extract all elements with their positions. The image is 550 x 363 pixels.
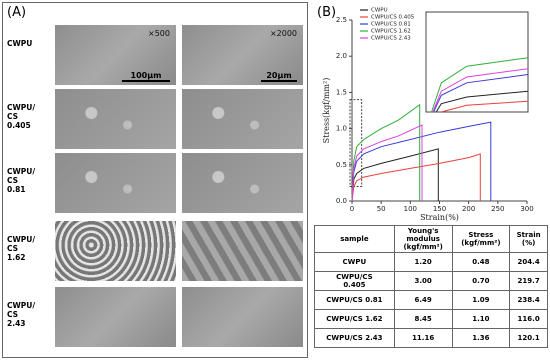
table-cell: CWPU/CS 0.405 xyxy=(314,271,395,291)
series-line xyxy=(351,148,439,202)
magnification: ×2000 xyxy=(269,29,297,38)
y-tick-label: 0.5 xyxy=(336,161,347,169)
x-tick-label: 250 xyxy=(491,205,504,213)
row-label: CWPU/ CS 2.43 xyxy=(7,301,36,328)
x-tick-label: 150 xyxy=(433,205,446,213)
scale-bar: 20μm xyxy=(261,71,297,82)
sem-image xyxy=(55,221,176,281)
x-tick-label: 300 xyxy=(520,205,533,213)
table-cell: CWPU/CS 2.43 xyxy=(314,328,395,348)
table-cell: 11.16 xyxy=(393,328,453,348)
data-table: sample Young's modulus (kgf/mm²) Stress (k… xyxy=(314,225,548,348)
sem-image xyxy=(182,221,303,281)
sem-image xyxy=(182,287,303,347)
row-label: CWPU/ CS 0.405 xyxy=(7,103,36,130)
row-label: CWPU/ CS 0.81 xyxy=(7,167,36,194)
series-line xyxy=(351,124,423,202)
row-label: CWPU xyxy=(7,39,33,48)
table-row: CWPU/CS 0.405 3.00 0.70 219.7 xyxy=(314,271,548,291)
table-cell: 0.48 xyxy=(451,252,511,272)
table-cell: 116.0 xyxy=(509,309,548,329)
table-row: CWPU/CS 2.43 11.16 1.36 120.1 xyxy=(314,328,548,348)
table-cell: 6.49 xyxy=(393,290,453,310)
sem-image xyxy=(55,89,176,149)
sem-image xyxy=(55,287,176,347)
header-cell: Strain (%) xyxy=(509,225,548,253)
table-cell: 238.4 xyxy=(509,290,548,310)
panel-a: (A) CWPU ×500 100μm ×2000 20μm CWPU/ CS 0.405… xyxy=(2,2,308,358)
table-cell: 1.09 xyxy=(451,290,511,310)
sem-image: ×2000 20μm xyxy=(182,25,303,85)
series-line xyxy=(351,153,481,202)
chart: 0.0 0.5 1.0 1.5 2.0 2.5 0 50 100 150 200 250 300 Stra… xyxy=(322,8,534,223)
legend-label: CWPU/CS 2.43 xyxy=(371,36,411,42)
scale-bar: 100μm xyxy=(122,71,170,82)
table-cell: 219.7 xyxy=(509,271,548,291)
x-tick-label: 0 xyxy=(350,205,354,213)
magnification: ×500 xyxy=(148,29,170,38)
series-line xyxy=(351,121,492,202)
sem-image xyxy=(182,153,303,213)
table-cell: 0.70 xyxy=(451,271,511,291)
y-tick-label: 1.0 xyxy=(336,125,347,133)
table-cell: CWPU xyxy=(314,252,395,272)
x-axis-title: Strain(%) xyxy=(420,213,459,222)
table-cell: 1.36 xyxy=(451,328,511,348)
header-row: sample Young's modulus (kgf/mm²) Stress (k… xyxy=(314,225,548,253)
sem-image xyxy=(55,153,176,213)
table-cell: CWPU/CS 0.81 xyxy=(314,290,395,310)
inset-line xyxy=(440,100,528,112)
y-tick-label: 2.5 xyxy=(336,16,347,24)
legend-label: CWPU xyxy=(371,8,388,14)
table-cell: 120.1 xyxy=(509,328,548,348)
table-cell: 3.00 xyxy=(393,271,453,291)
legend-label: CWPU/CS 0.405 xyxy=(371,15,415,21)
table-cell: 1.20 xyxy=(393,252,453,272)
legend-label: CWPU/CS 1.62 xyxy=(371,29,411,35)
panel-label: (B) xyxy=(317,5,337,20)
legend-label: CWPU/CS 0.81 xyxy=(371,22,411,28)
table-row: CWPU 1.20 0.48 204.4 xyxy=(314,252,548,272)
inset-line xyxy=(432,68,528,112)
inset-line xyxy=(431,57,528,112)
inset-frame xyxy=(425,11,529,113)
header-cell: Stress (kgf/mm²) xyxy=(451,225,511,253)
x-tick-label: 50 xyxy=(377,205,386,213)
y-tick-label: 2.0 xyxy=(336,52,347,60)
series-line xyxy=(351,103,421,202)
table-cell: 204.4 xyxy=(509,252,548,272)
table-cell: 8.45 xyxy=(393,309,453,329)
table-row: CWPU/CS 0.81 6.49 1.09 238.4 xyxy=(314,290,548,310)
inset-plot xyxy=(431,57,528,112)
sem-image xyxy=(182,89,303,149)
y-tick-label: 0.0 xyxy=(336,197,347,205)
panel-label: (A) xyxy=(7,5,27,20)
x-tick-label: 100 xyxy=(404,205,417,213)
y-axis-title: Stress(kgf/mm²) xyxy=(322,78,331,144)
table-cell: CWPU/CS 1.62 xyxy=(314,309,395,329)
table-row: CWPU/CS 1.62 8.45 1.10 116.0 xyxy=(314,309,548,329)
header-cell: sample xyxy=(314,225,395,253)
x-tick-label: 200 xyxy=(462,205,475,213)
sem-image: ×500 100μm xyxy=(55,25,176,85)
header-cell: Young's modulus (kgf/mm²) xyxy=(393,225,453,253)
inset-line xyxy=(435,90,528,112)
y-tick-label: 1.5 xyxy=(336,88,347,96)
table-cell: 1.10 xyxy=(451,309,511,329)
row-label: CWPU/ CS 1.62 xyxy=(7,235,36,262)
inset-line xyxy=(433,73,528,112)
